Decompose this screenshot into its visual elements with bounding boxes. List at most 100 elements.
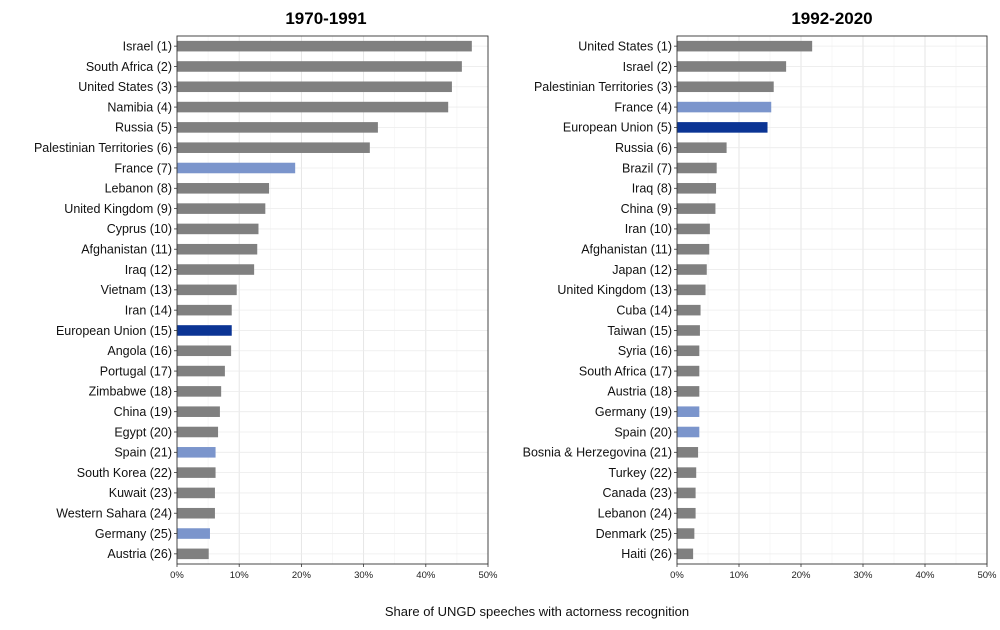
- bar: [677, 548, 694, 560]
- bar: [177, 243, 258, 255]
- bar: [677, 122, 768, 133]
- category-label: France (4): [614, 100, 672, 114]
- x-tick-label: 20%: [791, 570, 811, 581]
- category-label: Japan (12): [612, 263, 672, 277]
- category-label: Israel (1): [123, 39, 172, 53]
- category-label: United States (3): [78, 80, 172, 94]
- category-label: Russia (6): [615, 141, 672, 155]
- category-label: Western Sahara (24): [56, 507, 172, 521]
- bar: [177, 345, 232, 357]
- bar: [677, 325, 700, 336]
- bar: [177, 142, 370, 153]
- panel-border: [176, 35, 489, 565]
- bar: [677, 284, 706, 296]
- x-tick-label: 30%: [853, 570, 873, 581]
- category-label: Canada (23): [603, 486, 673, 500]
- panel-title: 1992-2020: [791, 9, 872, 28]
- x-tick-label: 50%: [977, 570, 997, 581]
- bar: [177, 183, 270, 194]
- bar: [177, 304, 232, 316]
- bar: [677, 40, 813, 52]
- category-label: South Korea (22): [77, 466, 172, 480]
- category-label: Kuwait (23): [109, 486, 172, 500]
- x-tick-label: 40%: [915, 570, 935, 581]
- category-label: Lebanon (8): [105, 182, 172, 196]
- bar: [177, 528, 210, 539]
- bar: [177, 122, 378, 133]
- category-label: Afghanistan (11): [81, 243, 172, 257]
- bar: [177, 101, 449, 113]
- category-label: Austria (26): [107, 547, 172, 561]
- bar: [677, 447, 699, 458]
- bar: [177, 40, 472, 52]
- x-tick-label: 30%: [354, 570, 374, 581]
- x-axis-label: Share of UNGD speeches with actorness re…: [385, 604, 689, 619]
- category-label: Spain (21): [114, 446, 172, 460]
- category-label: Palestinian Territories (6): [34, 141, 172, 155]
- category-label: Cuba (14): [616, 303, 672, 317]
- bar: [177, 467, 216, 478]
- bar: [677, 264, 707, 275]
- category-label: Austria (18): [607, 385, 672, 399]
- bar: [177, 264, 255, 275]
- bar: [677, 426, 700, 438]
- panel-1992-2020: 1992-2020 United States (1) Israel (2) Pale…: [523, 9, 997, 581]
- category-label: South Africa (2): [86, 60, 172, 74]
- bar: [177, 61, 462, 72]
- bar: [677, 487, 696, 499]
- category-label: Vietnam (13): [101, 283, 172, 297]
- bar: [177, 81, 452, 93]
- x-tick-label: 10%: [230, 570, 250, 581]
- category-label: Russia (5): [115, 121, 172, 135]
- bar: [677, 81, 774, 93]
- category-label: Palestinian Territories (3): [534, 80, 672, 94]
- bar: [177, 284, 237, 296]
- category-label: France (7): [114, 161, 172, 175]
- category-label: Iran (14): [125, 303, 172, 317]
- x-tick-label: 50%: [478, 570, 498, 581]
- bar: [177, 162, 296, 174]
- bar: [677, 386, 700, 397]
- bar: [677, 528, 695, 539]
- bar: [177, 386, 222, 397]
- category-label: Denmark (25): [596, 527, 672, 541]
- category-label: European Union (5): [563, 121, 672, 135]
- bar: [177, 325, 232, 336]
- bar: [677, 183, 717, 194]
- bar: [177, 223, 259, 235]
- x-tick-label: 40%: [416, 570, 436, 581]
- panel-title: 1970-1991: [285, 9, 366, 28]
- category-label: Syria (16): [618, 344, 672, 358]
- category-label: Bosnia & Herzegovina (21): [523, 446, 672, 460]
- category-label: European Union (15): [56, 324, 172, 338]
- bar: [177, 548, 209, 560]
- bar: [177, 406, 220, 417]
- bar: [677, 203, 716, 214]
- category-label: China (9): [621, 202, 672, 216]
- bar: [677, 345, 700, 357]
- category-label: Brazil (7): [622, 161, 672, 175]
- category-label: Iraq (8): [632, 182, 672, 196]
- category-label: Cyprus (10): [107, 222, 172, 236]
- bar: [177, 487, 215, 499]
- category-label: Angola (16): [107, 344, 172, 358]
- bar: [677, 162, 717, 174]
- category-label: South Africa (17): [579, 364, 672, 378]
- bar: [677, 467, 697, 478]
- category-label: Portugal (17): [100, 364, 172, 378]
- bar: [677, 365, 700, 377]
- panel-border: [676, 35, 988, 565]
- x-tick-label: 0%: [670, 570, 684, 581]
- category-label: Namibia (4): [107, 100, 172, 114]
- category-label: United Kingdom (13): [557, 283, 672, 297]
- bar: [177, 365, 225, 377]
- category-label: United States (1): [578, 39, 672, 53]
- category-label: Iran (10): [625, 222, 672, 236]
- category-label: Turkey (22): [609, 466, 672, 480]
- category-label: Germany (25): [95, 527, 172, 541]
- bar: [177, 447, 216, 458]
- x-tick-label: 20%: [292, 570, 312, 581]
- x-tick-label: 0%: [170, 570, 184, 581]
